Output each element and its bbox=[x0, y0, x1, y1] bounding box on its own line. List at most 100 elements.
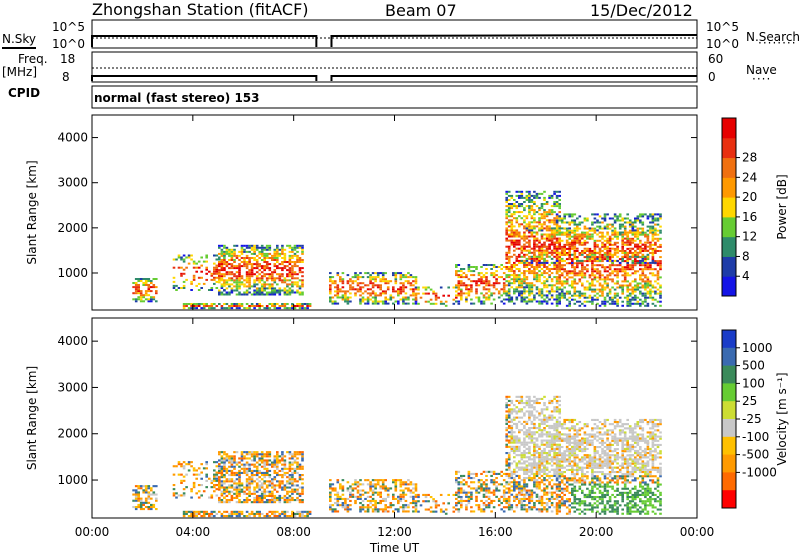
velocity-cell bbox=[369, 483, 372, 486]
power-cell bbox=[644, 258, 647, 261]
velocity-cell bbox=[480, 487, 483, 490]
velocity-cell bbox=[404, 493, 408, 496]
velocity-cell bbox=[278, 459, 282, 462]
power-cell bbox=[565, 258, 569, 261]
power-cell bbox=[144, 280, 148, 282]
power-cell bbox=[480, 300, 483, 303]
power-cell bbox=[591, 256, 594, 259]
velocity-cell bbox=[520, 506, 524, 509]
power-cell bbox=[268, 293, 272, 296]
velocity-cell bbox=[218, 451, 221, 454]
velocity-cell bbox=[205, 475, 208, 478]
power-cell bbox=[563, 286, 566, 289]
power-cell bbox=[233, 275, 236, 278]
velocity-cell bbox=[518, 410, 521, 413]
power-cell bbox=[500, 288, 503, 291]
velocity-cell bbox=[283, 459, 287, 462]
power-cell bbox=[555, 286, 559, 289]
power-cell bbox=[525, 278, 529, 281]
velocity-cell bbox=[210, 481, 214, 484]
power-cell bbox=[520, 259, 524, 262]
velocity-cell bbox=[271, 461, 274, 464]
power-cell bbox=[344, 300, 347, 303]
velocity-cell bbox=[238, 499, 241, 502]
velocity-cell bbox=[273, 515, 277, 518]
velocity-cell bbox=[233, 455, 236, 458]
power-cell bbox=[530, 264, 534, 266]
power-cell bbox=[190, 258, 193, 261]
power-cell bbox=[573, 257, 577, 260]
power-cell bbox=[301, 271, 304, 274]
velocity-cell bbox=[243, 457, 246, 460]
power-cell bbox=[576, 256, 579, 259]
power-cell bbox=[555, 227, 559, 230]
velocity-cell bbox=[482, 502, 486, 505]
power-cell bbox=[555, 247, 559, 250]
power-cell bbox=[634, 288, 637, 291]
velocity-cell bbox=[223, 469, 226, 472]
power-cell bbox=[238, 273, 241, 276]
power-cell bbox=[228, 267, 231, 270]
velocity-cell bbox=[505, 416, 508, 419]
power-cell bbox=[611, 300, 614, 303]
power-cell bbox=[374, 302, 377, 305]
power-cell bbox=[603, 225, 607, 228]
velocity-cell bbox=[505, 427, 508, 430]
velocity-cell bbox=[245, 499, 249, 502]
power-cell bbox=[568, 213, 571, 216]
power-cell bbox=[523, 219, 526, 222]
power-cell bbox=[447, 286, 450, 289]
power-cell bbox=[533, 227, 536, 230]
power-cell bbox=[467, 292, 471, 295]
power-cell bbox=[525, 276, 529, 279]
power-cell bbox=[442, 302, 445, 305]
power-cell bbox=[558, 227, 561, 230]
power-cell bbox=[253, 291, 256, 294]
velocity-cell bbox=[245, 451, 249, 454]
velocity-cell bbox=[412, 487, 415, 490]
velocity-cell bbox=[371, 479, 375, 482]
power-cell bbox=[558, 259, 561, 262]
power-cell bbox=[147, 288, 151, 291]
power-cell bbox=[621, 243, 624, 246]
power-cell bbox=[346, 300, 350, 303]
velocity-cell bbox=[197, 490, 201, 493]
velocity-cell bbox=[505, 437, 508, 440]
velocity-cell bbox=[505, 483, 508, 486]
power-cell bbox=[298, 305, 302, 307]
velocity-cell bbox=[379, 485, 382, 488]
power-cell bbox=[271, 289, 274, 292]
power-cell bbox=[555, 215, 559, 218]
power-cell bbox=[651, 249, 655, 252]
velocity-cell bbox=[208, 477, 211, 480]
power-cell bbox=[646, 239, 650, 242]
velocity-cell bbox=[276, 484, 279, 487]
power-cell bbox=[497, 266, 501, 268]
power-cell bbox=[220, 265, 224, 268]
velocity-cell bbox=[245, 474, 249, 477]
velocity-cell bbox=[490, 510, 493, 513]
velocity-cell bbox=[197, 467, 201, 470]
power-cell bbox=[523, 270, 526, 273]
velocity-cell bbox=[520, 499, 524, 502]
power-cell bbox=[553, 211, 556, 214]
power-cell bbox=[618, 223, 622, 226]
power-cell bbox=[255, 261, 259, 263]
velocity-cell bbox=[205, 512, 208, 515]
power-cell bbox=[301, 252, 304, 255]
power-cell bbox=[470, 298, 473, 301]
power-cell bbox=[553, 290, 556, 293]
power-cell bbox=[618, 227, 622, 230]
velocity-cell bbox=[260, 451, 264, 454]
power-cell bbox=[555, 249, 559, 252]
power-cell bbox=[646, 255, 650, 258]
power-cell bbox=[608, 239, 612, 242]
velocity-cell bbox=[351, 483, 355, 486]
power-cell bbox=[243, 263, 246, 266]
power-cell bbox=[593, 239, 597, 242]
power-cell bbox=[523, 225, 526, 228]
power-cell bbox=[528, 245, 531, 248]
power-cell bbox=[555, 203, 559, 205]
power-cell bbox=[248, 287, 251, 290]
power-cell bbox=[550, 288, 554, 291]
